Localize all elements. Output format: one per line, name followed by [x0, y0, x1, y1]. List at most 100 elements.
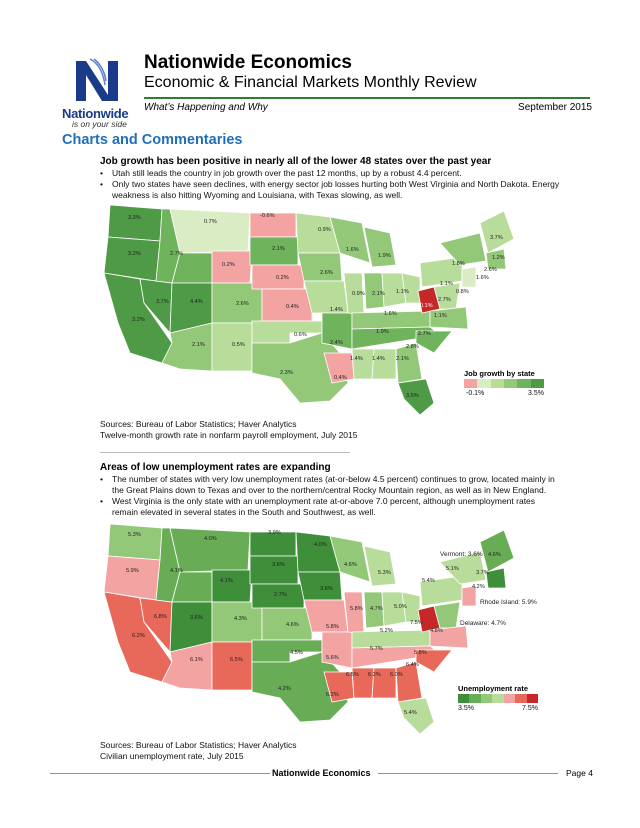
- map1-label: 0.2%: [222, 262, 235, 268]
- map2-label: 4.6%: [286, 622, 299, 628]
- map1-label: 1.1%: [440, 281, 453, 287]
- map2-label: 3.6%: [190, 615, 203, 621]
- legend-swatch: [490, 379, 504, 388]
- legend-swatch: [530, 379, 544, 388]
- map1-label: 0.6%: [294, 332, 307, 338]
- map1-label: 4.4%: [190, 299, 203, 305]
- map1-label: 2.6%: [320, 270, 333, 276]
- legend-swatch: [469, 694, 481, 703]
- footer-line: [378, 773, 558, 775]
- block2-bullet: The number of states with very low unemp…: [100, 474, 560, 496]
- map1-label: 1.6%: [346, 247, 359, 253]
- map1-label: 1.6%: [476, 275, 489, 281]
- map1-label: 0.4%: [334, 375, 347, 381]
- map2-legend-title: Unemployment rate: [458, 684, 529, 693]
- callout-rhode-island: Rhode Island: 5.9%: [480, 599, 537, 606]
- logo-tagline: is on your side: [72, 119, 127, 129]
- map1-label: 3.5%: [406, 393, 419, 399]
- map2-label: 5.8%: [414, 650, 427, 656]
- footer-line: [50, 773, 270, 775]
- block1-note: Twelve-month growth rate in nonfarm payr…: [100, 430, 358, 440]
- map1-label: 2.1%: [396, 356, 409, 362]
- unemployment-map-shapes: [103, 523, 515, 734]
- legend-swatch: [526, 694, 538, 703]
- header-divider: [144, 97, 590, 99]
- map2-label: 6.2%: [368, 672, 381, 678]
- map2-label: 4.7%: [370, 606, 383, 612]
- map2-label: 3.9%: [268, 530, 281, 536]
- header-title: Nationwide Economics: [144, 52, 352, 73]
- map1-legend-max: 3.5%: [528, 390, 544, 397]
- map1-legend-bar: [464, 379, 544, 388]
- map1-legend-title: Job growth by state: [464, 369, 535, 378]
- map1-label: 2.7%: [418, 331, 431, 337]
- header-subtitle: Economic & Financial Markets Monthly Rev…: [144, 74, 477, 91]
- map1-label: 2.8%: [406, 344, 419, 350]
- map2-label: 4.1%: [220, 578, 233, 584]
- map1-label: 0.9%: [352, 291, 365, 297]
- map2-label: 4.5%: [290, 650, 303, 656]
- section-title: Charts and Commentaries: [62, 132, 243, 148]
- map1-label: 0.9%: [318, 227, 331, 233]
- map2-label: 5.1%: [446, 566, 459, 572]
- map2-label: 4.8%: [430, 628, 443, 634]
- legend-swatch: [503, 694, 516, 703]
- map2-label: 6.2%: [132, 633, 145, 639]
- map2-label: 6.5%: [346, 672, 359, 678]
- map2-label: 5.4%: [404, 710, 417, 716]
- map1-label: 2.7%: [438, 297, 451, 303]
- map2-label: 5.6%: [326, 655, 339, 661]
- map1-label: 1.2%: [492, 255, 505, 261]
- map1-label: -0.1%: [418, 303, 433, 309]
- map1-label: 1.8%: [452, 261, 465, 267]
- map2-label: 4.2%: [472, 584, 485, 590]
- map2-label: 6.1%: [190, 657, 203, 663]
- legend-swatch: [503, 379, 518, 388]
- map1-label: 2.6%: [484, 267, 497, 273]
- map1-label: 0.7%: [204, 219, 217, 225]
- map2-legend-min: 3.5%: [458, 705, 474, 712]
- block-divider: [100, 452, 350, 453]
- map1-label: 1.4%: [330, 307, 343, 313]
- map2-label: 5.4%: [422, 578, 435, 584]
- map2-label: 6.0%: [390, 672, 403, 678]
- map1-label: 2.1%: [192, 342, 205, 348]
- map2-label: 5.7%: [370, 646, 383, 652]
- map1-label: 2.1%: [372, 291, 385, 297]
- block1-bullet: Utah still leads the country in job grow…: [100, 168, 560, 179]
- map2-label: 6.5%: [230, 657, 243, 663]
- map1-label: -0.6%: [260, 213, 275, 219]
- legend-swatch: [464, 379, 478, 388]
- map1-label: 2.6%: [236, 301, 249, 307]
- legend-swatch: [515, 694, 527, 703]
- page-number: Page 4: [566, 768, 593, 778]
- map2-label: 5.8%: [350, 606, 363, 612]
- map2-label: 5.8%: [326, 624, 339, 630]
- map2-label: 4.0%: [314, 542, 327, 548]
- map1-label: 3.3%: [128, 215, 141, 221]
- legend-swatch: [492, 694, 504, 703]
- map2-label: 3.8%: [272, 562, 285, 568]
- legend-swatch: [480, 694, 493, 703]
- job-growth-map: 3.3% 0.7% -0.6% 0.9% 3.7% 3.2% 2.7% 2.1%…: [100, 203, 552, 415]
- map1-label: 2.7%: [170, 251, 183, 257]
- map2-label: 3.7%: [476, 570, 489, 576]
- map2-label: 5.9%: [126, 568, 139, 574]
- block2-sources: Sources: Bureau of Labor Statistics; Hav…: [100, 740, 297, 750]
- map1-label: 1.1%: [434, 313, 447, 319]
- map2-label: 6.2%: [326, 692, 339, 698]
- map2-label: 4.2%: [278, 686, 291, 692]
- map1-label: 1.1%: [396, 289, 409, 295]
- map2-label: 5.3%: [378, 570, 391, 576]
- map2-label: 5.2%: [380, 628, 393, 634]
- map2-legend-max: 7.5%: [522, 705, 538, 712]
- map2-label: 6.4%: [406, 662, 419, 668]
- map1-label: 1.4%: [372, 356, 385, 362]
- map2-label: 7.5%: [410, 620, 423, 626]
- map1-label: 2.3%: [280, 370, 293, 376]
- map2-label: 4.1%: [170, 568, 183, 574]
- footer-text: Nationwide Economics: [272, 768, 371, 778]
- logo-wordmark: Nationwide: [62, 106, 129, 121]
- callout-vermont: Vermont: 3.6%: [440, 551, 483, 558]
- block1-sources: Sources: Bureau of Labor Statistics; Hav…: [100, 419, 297, 429]
